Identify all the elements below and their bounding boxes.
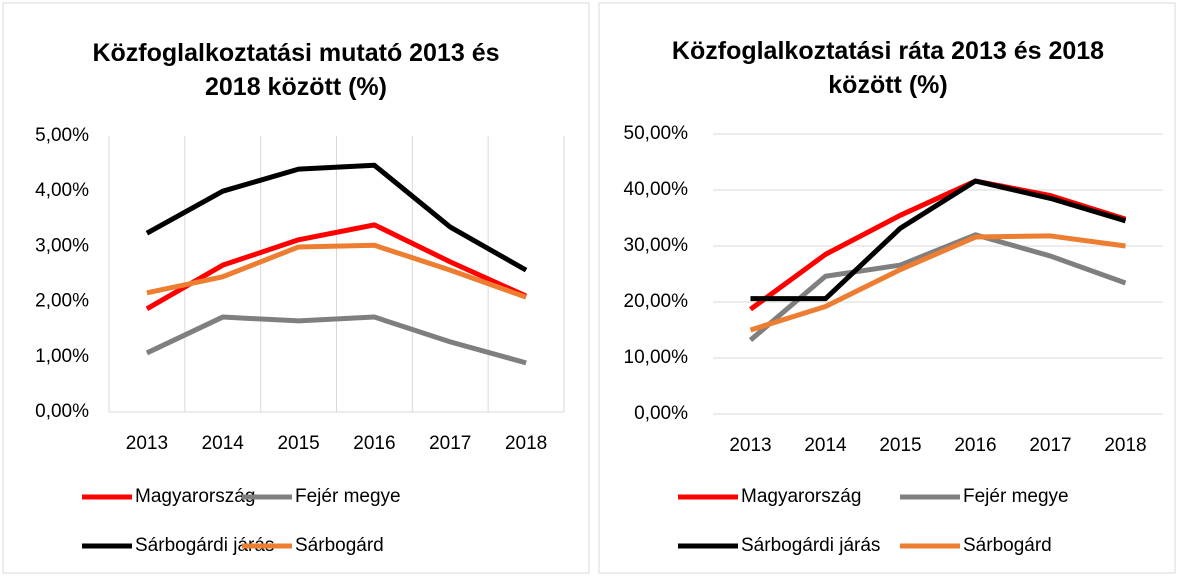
series-line [750,178,1127,302]
series-line [145,222,528,311]
legend-label: Magyarország [741,486,861,507]
x-tick-label: 2015 [277,433,319,454]
x-tick-label: 2017 [1029,435,1071,456]
x-tick-label: 2016 [353,433,395,454]
x-tick-label: 2013 [729,435,771,456]
y-tick-label: 4,00% [35,180,89,201]
y-tick-label: 3,00% [35,235,89,256]
panel [598,2,1176,574]
legend-label: Fejér megye [963,486,1069,507]
y-tick-label: 0,00% [35,401,89,422]
series-line [749,233,1126,333]
legend-label: Sárbogárdi járás [135,535,274,556]
chart-title: Közfoglalkoztatási ráta 2013 és 2018 köz… [671,37,1105,99]
y-tick-label: 5,00% [35,125,89,146]
y-tick-label: 20,00% [624,291,689,312]
legend-label: Magyarország [135,486,255,507]
y-tick-label: 10,00% [624,347,689,368]
y-tick-label: 1,00% [35,346,89,367]
x-tick-label: 2018 [1104,435,1146,456]
panel [2,2,590,574]
legend-label: Sárbogárd [295,535,384,556]
x-tick-label: 2016 [954,435,996,456]
x-tick-label: 2014 [804,435,847,456]
series-line [145,314,527,366]
y-tick-label: 0,00% [634,403,688,424]
y-tick-label: 40,00% [624,179,689,200]
chart-title: Közfoglalkoztatási mutató 2013 és 2018 k… [92,39,500,101]
legend-label: Sárbogárd [963,535,1052,556]
x-tick-label: 2018 [505,433,547,454]
series-line [146,242,527,300]
x-tick-label: 2014 [202,433,245,454]
y-tick-label: 50,00% [624,123,689,144]
legend-label: Sárbogárdi járás [741,535,880,556]
legend-label: Fejér megye [295,486,401,507]
series-line [145,162,528,273]
x-tick-label: 2017 [429,433,471,454]
y-tick-label: 30,00% [624,235,689,256]
series-line [748,232,1127,342]
y-tick-label: 2,00% [35,291,89,312]
x-tick-label: 2013 [126,433,168,454]
x-tick-label: 2015 [879,435,921,456]
series-line [749,178,1127,312]
